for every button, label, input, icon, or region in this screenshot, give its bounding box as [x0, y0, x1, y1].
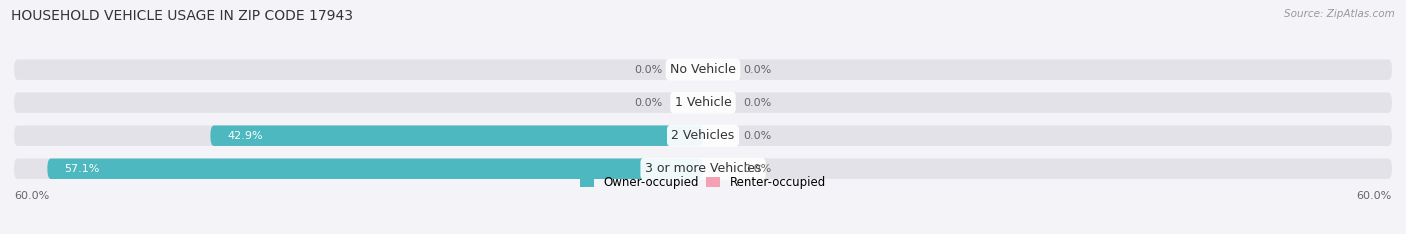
FancyBboxPatch shape — [211, 125, 703, 146]
Text: 0.0%: 0.0% — [744, 164, 772, 174]
Text: 60.0%: 60.0% — [14, 191, 49, 201]
FancyBboxPatch shape — [48, 158, 703, 179]
FancyBboxPatch shape — [14, 158, 1392, 179]
Text: 42.9%: 42.9% — [228, 131, 263, 141]
Text: 0.0%: 0.0% — [634, 65, 662, 75]
Text: HOUSEHOLD VEHICLE USAGE IN ZIP CODE 17943: HOUSEHOLD VEHICLE USAGE IN ZIP CODE 1794… — [11, 9, 353, 23]
Text: No Vehicle: No Vehicle — [671, 63, 735, 76]
Text: 60.0%: 60.0% — [1357, 191, 1392, 201]
Text: 1 Vehicle: 1 Vehicle — [675, 96, 731, 109]
FancyBboxPatch shape — [14, 92, 1392, 113]
Text: 3 or more Vehicles: 3 or more Vehicles — [645, 162, 761, 175]
FancyBboxPatch shape — [14, 125, 1392, 146]
Text: 57.1%: 57.1% — [65, 164, 100, 174]
Text: Source: ZipAtlas.com: Source: ZipAtlas.com — [1284, 9, 1395, 19]
Text: 2 Vehicles: 2 Vehicles — [672, 129, 734, 142]
Text: 0.0%: 0.0% — [744, 131, 772, 141]
Text: 0.0%: 0.0% — [634, 98, 662, 108]
Text: 0.0%: 0.0% — [744, 65, 772, 75]
FancyBboxPatch shape — [14, 59, 1392, 80]
Text: 0.0%: 0.0% — [744, 98, 772, 108]
Legend: Owner-occupied, Renter-occupied: Owner-occupied, Renter-occupied — [579, 176, 827, 189]
